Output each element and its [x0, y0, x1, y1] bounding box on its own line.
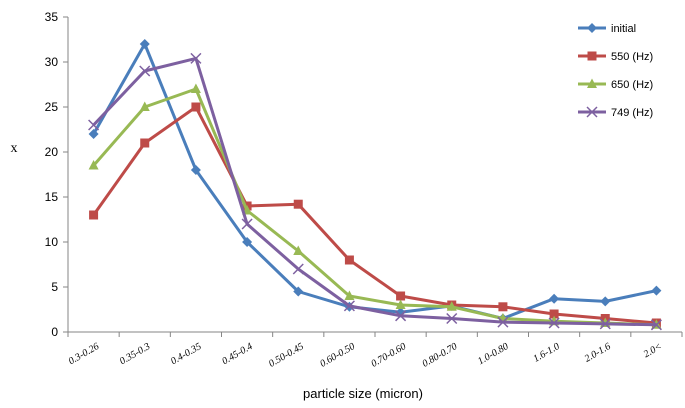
legend-label: 550 (Hz) — [611, 51, 653, 63]
x-tick-label: 0.45-0.4 — [220, 341, 254, 367]
x-tick-label: 2.0-1.6 — [583, 341, 613, 365]
legend-marker — [587, 51, 597, 61]
x-marker-stroke — [497, 316, 509, 328]
data-point — [498, 302, 508, 312]
data-point — [549, 293, 560, 304]
x-marker-stroke — [548, 317, 560, 329]
legend-label: 749 (Hz) — [611, 107, 653, 119]
data-point — [88, 129, 99, 139]
series-group — [88, 39, 662, 331]
x-tick-label: 0.50-0.45 — [267, 341, 306, 370]
x-tick-label: 1.6-1.0 — [532, 341, 562, 365]
data-point — [650, 319, 662, 331]
data-point — [343, 300, 355, 312]
y-tick-labels: 0 5 10 15 20 25 30 35 — [45, 10, 59, 339]
series-line — [92, 56, 657, 327]
legend-marker — [587, 23, 597, 33]
x-tick-label: 0.4-0.35 — [169, 341, 203, 367]
legend-label: 650 (Hz) — [611, 79, 653, 91]
data-point — [190, 52, 202, 64]
x-tick-label: 1.0-0.80 — [476, 341, 510, 367]
y-tick-label: 0 — [51, 325, 58, 339]
y-tick-label: 30 — [45, 55, 59, 69]
data-point — [88, 119, 100, 131]
data-point — [497, 316, 509, 328]
data-point — [293, 286, 304, 297]
x-tick-label: 0.80-0.70 — [421, 341, 460, 370]
data-point — [241, 218, 253, 230]
series-1 — [88, 39, 662, 324]
legend: initial 550 (Hz) 650 (Hz) 749 (Hz) — [578, 23, 653, 119]
data-point — [139, 101, 150, 111]
data-point — [293, 245, 304, 255]
series-2 — [89, 102, 661, 328]
x-marker-stroke — [241, 218, 253, 230]
data-point — [140, 138, 150, 148]
data-point — [88, 160, 99, 170]
x-marker-stroke — [292, 263, 304, 275]
data-point — [548, 317, 560, 329]
series-line — [92, 105, 657, 325]
y-tick-label: 5 — [51, 280, 58, 294]
x-marker-stroke — [343, 300, 355, 312]
data-point — [446, 301, 457, 311]
data-point — [190, 165, 201, 175]
x-tick-label: 2.0< — [642, 341, 664, 360]
x-marker-stroke — [395, 310, 407, 322]
legend-item: initial — [578, 23, 636, 35]
legend-label: initial — [611, 23, 636, 35]
data-point — [599, 318, 611, 330]
axes — [63, 16, 683, 337]
data-point — [139, 65, 151, 77]
x-marker-stroke — [650, 319, 662, 331]
data-point — [139, 39, 150, 49]
data-point — [549, 309, 559, 319]
data-point — [191, 102, 201, 112]
data-point — [242, 237, 253, 247]
x-tick-labels: 0.3-0.26 0.35-0.3 0.4-0.35 0.45-0.4 0.50-0.4… — [67, 341, 664, 370]
data-point — [651, 285, 662, 296]
x-tick-label: 0.70-0.60 — [369, 341, 408, 370]
x-tick-label: 0.35-0.3 — [118, 341, 152, 367]
x-marker-stroke — [88, 119, 100, 131]
data-point — [396, 291, 406, 301]
x-tick-label: 0.3-0.26 — [67, 341, 101, 367]
x-tick-label: 0.60-0.50 — [318, 341, 357, 370]
legend-item: 550 (Hz) — [578, 51, 653, 63]
data-point — [395, 299, 406, 309]
data-point — [293, 199, 303, 209]
data-point — [344, 255, 354, 265]
y-tick-label: 25 — [45, 100, 59, 114]
data-point — [600, 296, 611, 307]
x-marker-stroke — [599, 318, 611, 330]
series-line — [92, 87, 657, 327]
x-marker-stroke — [139, 65, 151, 77]
x-marker-stroke — [190, 52, 202, 64]
data-point — [344, 290, 355, 300]
legend-marker — [587, 78, 597, 88]
x-marker-stroke — [446, 312, 458, 325]
legend-item: 749 (Hz) — [578, 106, 653, 119]
y-tick-label: 20 — [45, 145, 59, 159]
x-marker-stroke — [586, 106, 598, 118]
y-tick-label: 15 — [45, 190, 59, 204]
y-axis-label: x — [11, 141, 18, 156]
data-point — [446, 312, 458, 325]
data-point — [89, 210, 99, 220]
legend-item: 650 (Hz) — [578, 78, 653, 91]
x-axis-label: particle size (micron) — [303, 386, 423, 401]
y-tick-label: 10 — [45, 235, 59, 249]
data-point — [190, 83, 201, 93]
data-point — [292, 263, 304, 275]
data-point — [395, 310, 407, 322]
series-4 — [88, 52, 662, 331]
legend-marker — [586, 106, 598, 118]
y-tick-label: 35 — [45, 10, 59, 24]
